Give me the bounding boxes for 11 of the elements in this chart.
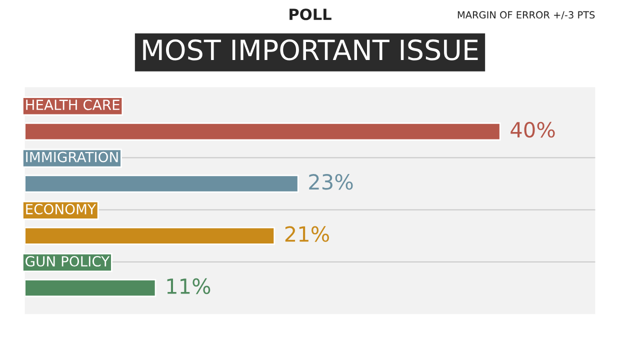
chart-title: MOST IMPORTANT ISSUE <box>143 39 478 60</box>
data-label: 21% <box>285 226 330 242</box>
y-tick-label: IMMIGRATION <box>26 152 118 162</box>
y-tick-label: HEALTH CARE <box>26 100 120 110</box>
text: MARGIN OF ERROR +/-3 PTS <box>458 11 595 20</box>
y-tick-label: GUN POLICY <box>26 256 110 267</box>
data-label: 11% <box>167 278 210 294</box>
data-label: 23% <box>309 174 353 190</box>
y-tick-label: ECONOMY <box>26 204 96 214</box>
text: POLL <box>290 8 332 20</box>
data-label: 40% <box>510 122 555 138</box>
